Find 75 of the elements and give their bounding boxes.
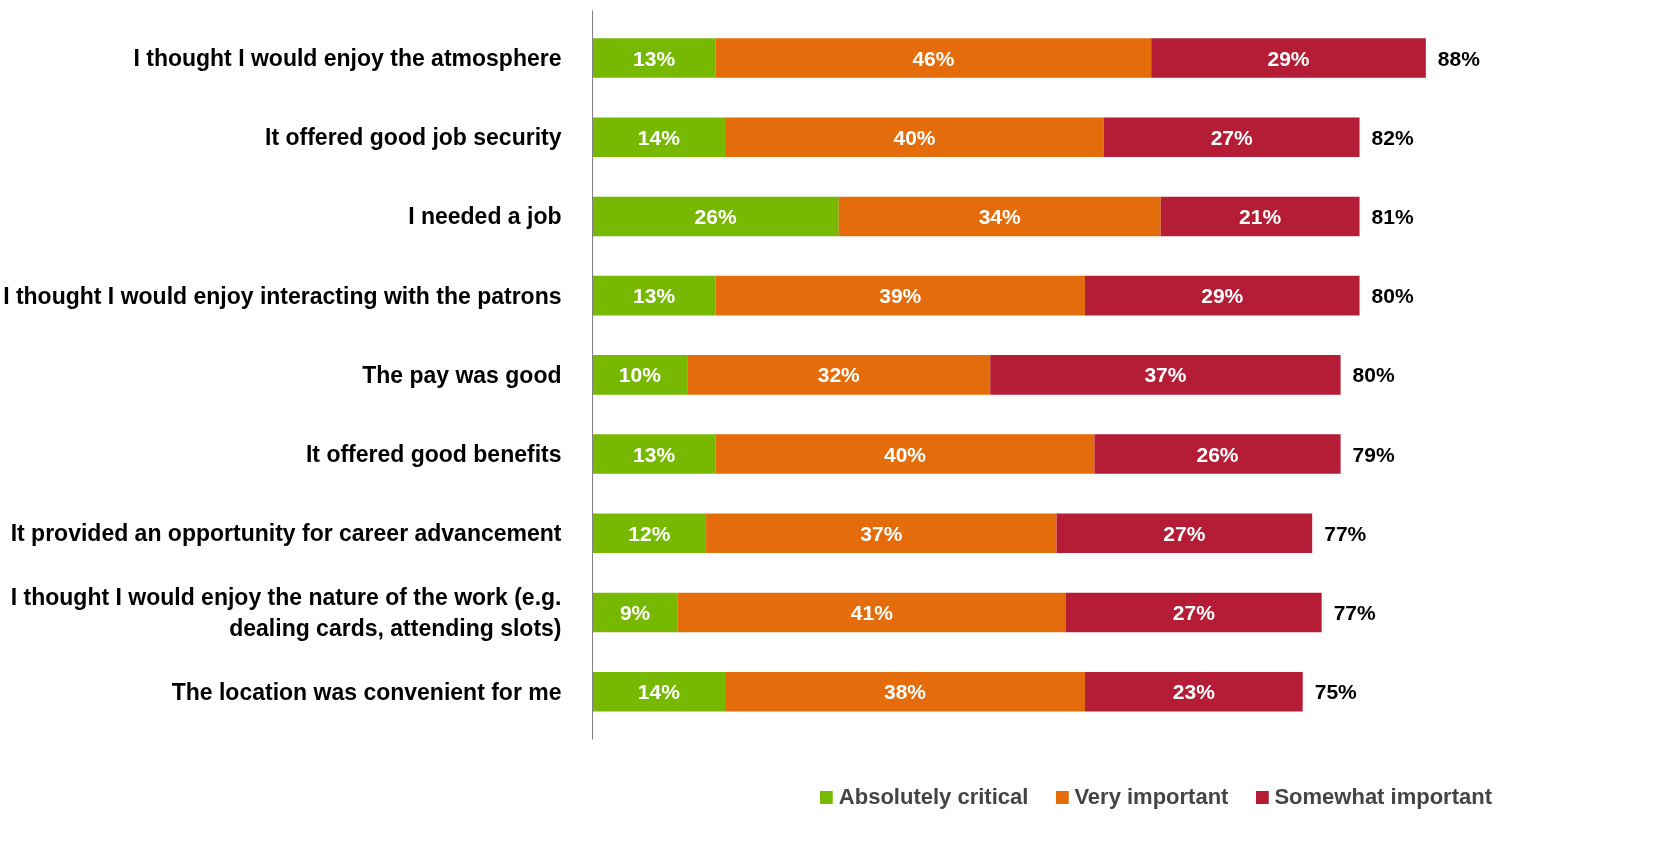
- data-label: 21%: [1239, 204, 1282, 228]
- data-label: 12%: [628, 521, 671, 545]
- data-label: 27%: [1163, 521, 1206, 545]
- data-label: 34%: [978, 204, 1022, 228]
- legend-label: Somewhat important: [1274, 784, 1492, 810]
- bar: [1160, 196, 1360, 237]
- data-label: 26%: [694, 204, 737, 228]
- y-tick-label: It offered good job security: [265, 124, 562, 151]
- y-tick-label: I thought I would enjoy the nature of the work (e.g. dealing cards, attending slots): [10, 583, 562, 642]
- bar: [592, 434, 716, 474]
- bar: [838, 196, 1161, 237]
- bar: [725, 117, 1104, 158]
- data-label: 29%: [1267, 46, 1310, 70]
- data-label: 32%: [817, 363, 861, 387]
- y-tick-label: I thought I would enjoy the atmosphere: [133, 45, 562, 72]
- total-label: 81%: [1371, 204, 1414, 228]
- data-label: 13%: [633, 284, 676, 308]
- bar: [592, 592, 678, 633]
- y-tick-label: The pay was good: [362, 361, 562, 388]
- bar: [990, 355, 1341, 395]
- data-label: 37%: [1144, 363, 1187, 387]
- data-label: 29%: [1201, 284, 1244, 308]
- bar: [1065, 592, 1322, 633]
- legend-label: Very important: [1074, 784, 1229, 810]
- bar: [715, 275, 1085, 316]
- legend-label: Absolutely critical: [838, 784, 1029, 810]
- data-label: 39%: [879, 284, 922, 308]
- bar: [592, 117, 726, 158]
- data-label: 14%: [637, 125, 681, 149]
- total-label: 82%: [1371, 125, 1414, 149]
- data-label: 9%: [619, 600, 651, 624]
- data-label: 40%: [893, 125, 936, 149]
- bar: [677, 592, 1066, 633]
- total-label: 80%: [1352, 363, 1395, 387]
- data-label: 40%: [883, 442, 927, 466]
- bar: [1084, 275, 1360, 316]
- bar: [592, 196, 839, 237]
- y-tick-label: The location was convenient for me: [171, 678, 562, 705]
- total-label: 79%: [1352, 442, 1395, 466]
- data-label: 14%: [637, 680, 681, 704]
- total-label: 75%: [1314, 680, 1358, 704]
- bar: [592, 38, 716, 78]
- bar: [1056, 513, 1313, 554]
- bar: [1103, 117, 1360, 158]
- y-tick-label: It provided an opportunity for career advancement: [10, 520, 562, 547]
- data-label: 41%: [850, 600, 894, 624]
- data-label: 23%: [1172, 680, 1216, 704]
- total-label: 77%: [1324, 521, 1367, 545]
- y-tick-label: It offered good benefits: [305, 441, 562, 468]
- data-label: 26%: [1196, 442, 1239, 466]
- data-label: 13%: [633, 442, 676, 466]
- bar: [1094, 434, 1341, 474]
- bar: [1084, 671, 1303, 712]
- bar: [1151, 38, 1426, 78]
- bar: [715, 434, 1095, 474]
- bar: [592, 513, 707, 554]
- data-label: 13%: [633, 46, 676, 70]
- data-label: 38%: [883, 680, 927, 704]
- bar: [706, 513, 1057, 554]
- bar: [715, 38, 1152, 78]
- data-label: 27%: [1172, 600, 1216, 624]
- data-label: 46%: [912, 46, 955, 70]
- data-label: 10%: [618, 363, 662, 387]
- bar: [725, 671, 1085, 712]
- bar: [687, 355, 991, 395]
- data-label: 37%: [860, 521, 903, 545]
- total-label: 80%: [1371, 284, 1414, 308]
- y-tick-label: I needed a job: [408, 203, 562, 230]
- total-label: 88%: [1437, 46, 1481, 70]
- bar: [592, 355, 688, 395]
- total-label: 77%: [1333, 600, 1377, 624]
- data-label: 27%: [1210, 125, 1254, 149]
- bar: [592, 671, 726, 712]
- bar: [592, 275, 716, 316]
- y-tick-label: I thought I would enjoy interacting with the patrons: [3, 282, 562, 309]
